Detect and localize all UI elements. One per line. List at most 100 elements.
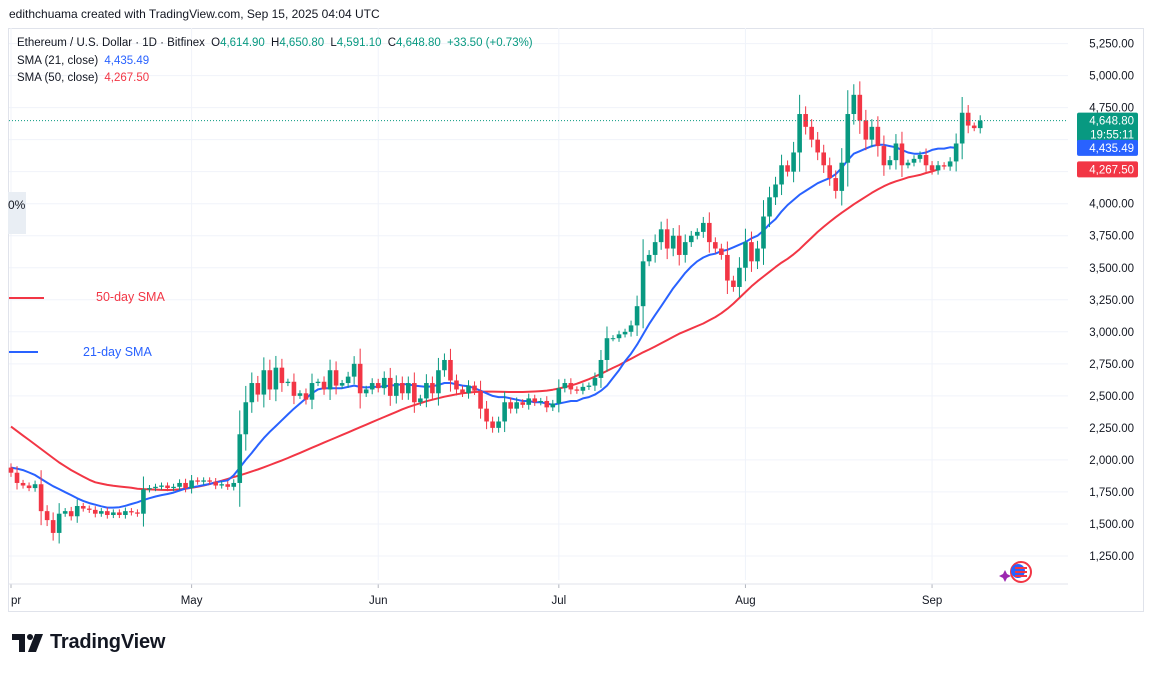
candle-body <box>526 398 532 405</box>
candle-body <box>123 511 128 515</box>
y-tick-label: 4,750.00 <box>1089 103 1134 115</box>
candle-body <box>309 383 315 400</box>
candle-body <box>688 235 694 243</box>
candle-body <box>68 511 74 517</box>
candle-body <box>622 331 628 335</box>
candle-body <box>436 370 441 394</box>
candle-body <box>279 367 285 384</box>
candle-body <box>550 403 556 408</box>
candle-body <box>86 508 92 510</box>
candle-body <box>923 155 929 166</box>
high-value: 4,650.80 <box>279 37 325 49</box>
close-value: 4,648.80 <box>396 37 441 49</box>
candle-body <box>183 482 188 489</box>
candle-body <box>147 488 152 490</box>
candle-body <box>400 383 405 394</box>
candle-body <box>261 370 267 395</box>
candle-body <box>604 338 610 360</box>
candle-body <box>701 222 706 232</box>
candle-body <box>809 126 814 140</box>
candle-body <box>532 398 538 403</box>
candle-body <box>219 484 224 486</box>
side-tab-text: 0% <box>8 198 26 212</box>
candle-body <box>44 511 50 521</box>
candle-body <box>821 152 826 166</box>
candle-body <box>815 139 820 153</box>
side-panel-tab[interactable]: 0% <box>8 192 26 234</box>
candle-body <box>153 486 158 489</box>
x-tick-label: Aug <box>735 595 755 607</box>
y-tick-label: 2,000.00 <box>1089 455 1134 467</box>
candle-body <box>773 184 778 198</box>
candle-body <box>977 120 983 129</box>
candle-body <box>135 512 140 514</box>
tradingview-logo[interactable]: TradingView <box>12 631 165 654</box>
candle-body <box>719 248 724 255</box>
candle-body <box>273 367 279 390</box>
y-tick-label: 5,000.00 <box>1089 71 1134 83</box>
candle-body <box>201 480 206 482</box>
chart-credit: edithchuama created with TradingView.com… <box>9 7 380 21</box>
candle-body <box>375 383 381 389</box>
tradingview-logo-icon <box>12 633 43 652</box>
candle-body <box>839 162 845 191</box>
candle-body <box>159 485 164 487</box>
candle-body <box>640 261 646 307</box>
candle-body <box>56 513 62 533</box>
x-tick-label: May <box>181 595 203 607</box>
sma21-value: 4,435.49 <box>104 54 150 67</box>
candle-body <box>74 506 80 517</box>
candle-body <box>285 381 291 384</box>
open-value: 4,614.90 <box>220 37 265 49</box>
candle-body <box>857 94 863 121</box>
country-flag-icon[interactable] <box>1010 561 1032 583</box>
candle-body <box>105 511 110 515</box>
candle-body <box>339 383 345 386</box>
candles <box>8 81 983 544</box>
candle-body <box>225 484 231 487</box>
legend-sma21-row[interactable]: SMA (21, close) 4,435.49 <box>17 53 536 71</box>
candle-body <box>514 402 519 409</box>
candle-body <box>303 393 309 400</box>
chart-frame[interactable] <box>8 28 1144 612</box>
candle-body <box>111 512 116 515</box>
candle-body <box>38 484 44 512</box>
candle-body <box>713 242 718 249</box>
candle-body <box>249 383 255 403</box>
x-axis[interactable]: pr May Jun Jul Aug Sep <box>9 583 1068 607</box>
candle-body <box>911 158 917 163</box>
candle-body <box>845 114 851 163</box>
candle-body <box>207 480 212 482</box>
candle-body <box>737 267 742 287</box>
candle-body <box>8 467 14 473</box>
candle-body <box>634 306 640 326</box>
candle-body <box>833 178 839 191</box>
candle-body <box>959 112 965 144</box>
change-value: +33.50 (+0.73%) <box>446 37 533 49</box>
y-tick-label: 1,500.00 <box>1089 519 1134 531</box>
candle-body <box>195 480 200 482</box>
candle-body <box>731 280 736 287</box>
candle-body <box>141 489 146 514</box>
legend-sma50-row[interactable]: SMA (50, close) 4,267.50 <box>17 70 536 88</box>
sma50-value: 4,267.50 <box>104 72 150 84</box>
candle-body <box>652 242 658 255</box>
sma21-line <box>10 143 957 509</box>
candle-body <box>430 383 435 394</box>
candle-body <box>791 152 796 172</box>
candle-body <box>14 472 20 483</box>
candle-body <box>520 402 525 405</box>
sparkle-icon[interactable] <box>999 570 1011 582</box>
y-tick-label: 3,000.00 <box>1089 327 1134 339</box>
candle-body <box>454 380 459 390</box>
candle-body <box>20 482 26 486</box>
y-axis[interactable]: 1,250.00 1,500.00 1,750.00 2,000.00 2,250.00… <box>1089 39 1134 563</box>
low-label: L <box>330 37 337 49</box>
candle-body <box>50 520 56 533</box>
candle-body <box>508 402 513 409</box>
candle-body <box>315 381 321 384</box>
candle-body <box>707 222 712 243</box>
candle-body <box>676 235 682 255</box>
candle-body <box>351 363 357 377</box>
